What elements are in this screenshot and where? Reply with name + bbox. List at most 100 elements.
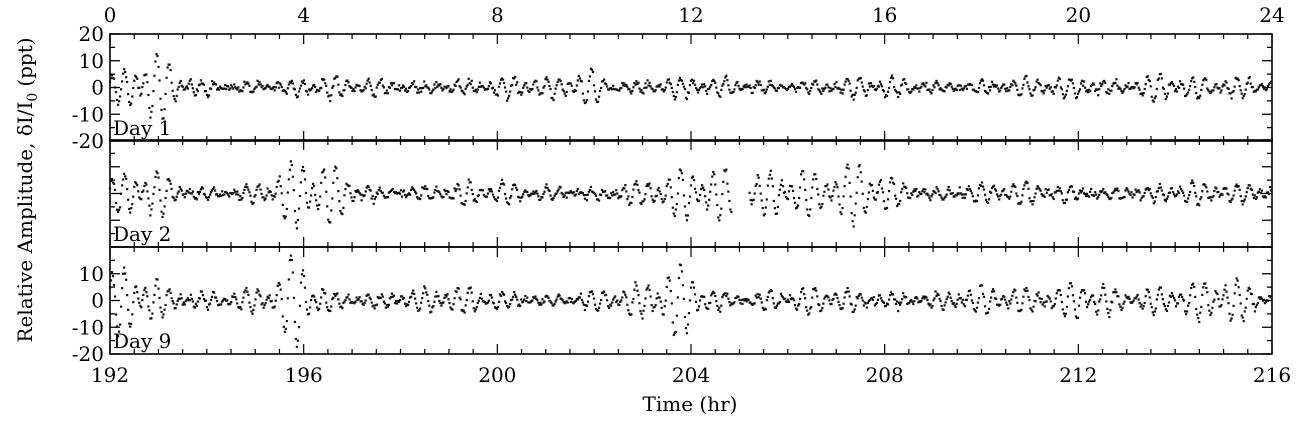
data-point <box>525 300 528 303</box>
data-point <box>352 88 355 91</box>
data-point <box>248 191 251 194</box>
data-point <box>416 306 419 309</box>
data-point <box>898 91 901 94</box>
data-point <box>285 92 288 95</box>
data-point <box>1038 188 1041 191</box>
data-point <box>1137 86 1140 89</box>
data-point <box>606 85 609 88</box>
data-point <box>300 273 304 276</box>
data-point <box>1165 197 1169 200</box>
data-point <box>143 288 146 292</box>
data-point <box>1262 87 1266 90</box>
data-point <box>864 302 867 305</box>
data-point <box>258 293 261 296</box>
data-point <box>780 179 784 182</box>
data-point <box>677 276 680 280</box>
data-point <box>607 305 610 308</box>
data-point <box>274 192 277 195</box>
data-point <box>252 201 255 205</box>
data-point <box>759 297 762 300</box>
data-point <box>743 299 746 302</box>
data-point <box>389 295 392 299</box>
data-point <box>1255 303 1258 307</box>
data-point <box>216 299 219 303</box>
data-point <box>157 176 160 179</box>
data-point <box>1163 198 1166 201</box>
data-point <box>146 190 149 193</box>
data-point <box>1088 88 1091 91</box>
data-point <box>1197 95 1200 99</box>
data-point <box>921 190 924 193</box>
data-point <box>1164 200 1167 203</box>
data-point <box>876 191 880 194</box>
data-point <box>586 193 590 196</box>
data-point <box>305 308 309 311</box>
data-point <box>999 303 1002 306</box>
data-point <box>854 202 857 205</box>
data-point <box>844 175 847 178</box>
data-point <box>156 172 159 175</box>
data-point <box>234 86 237 89</box>
data-point <box>1094 191 1097 194</box>
data-point <box>518 303 521 306</box>
data-point <box>552 196 555 200</box>
data-point <box>929 303 932 306</box>
data-point <box>177 190 180 193</box>
data-point <box>140 198 143 201</box>
data-point <box>682 297 686 301</box>
data-point <box>162 117 165 120</box>
data-point <box>455 290 458 293</box>
data-point <box>334 165 337 168</box>
data-point <box>807 313 810 316</box>
data-point <box>970 83 973 87</box>
data-point <box>443 188 446 192</box>
data-point <box>334 294 337 297</box>
data-point <box>1113 189 1116 193</box>
data-point <box>727 297 730 300</box>
data-point <box>847 79 850 82</box>
data-point <box>135 75 138 79</box>
data-point <box>1129 87 1132 91</box>
data-point <box>931 193 934 196</box>
data-point <box>628 312 631 315</box>
data-point <box>1089 190 1092 193</box>
data-point <box>705 201 708 204</box>
data-point <box>233 188 236 191</box>
data-point <box>551 96 554 100</box>
data-point <box>120 88 123 91</box>
data-point <box>276 284 279 287</box>
data-point <box>843 185 846 188</box>
data-point <box>452 303 455 306</box>
data-point <box>992 83 995 86</box>
data-point <box>433 300 436 303</box>
data-point <box>706 208 709 211</box>
data-point <box>178 185 181 189</box>
data-point <box>850 303 853 306</box>
data-point <box>1229 200 1232 204</box>
data-point <box>809 89 812 92</box>
data-point <box>1159 72 1162 76</box>
data-point <box>859 76 862 80</box>
y-tick-label: -10 <box>72 315 104 339</box>
data-point <box>1268 185 1272 189</box>
data-point <box>232 191 235 195</box>
data-point <box>506 304 509 308</box>
data-point <box>706 92 709 95</box>
data-point <box>874 88 878 92</box>
data-point <box>585 304 589 307</box>
data-point <box>410 295 413 298</box>
data-point <box>237 86 240 89</box>
data-point <box>482 193 485 196</box>
data-point <box>280 298 283 301</box>
data-point <box>856 176 859 179</box>
data-point <box>1079 291 1083 294</box>
data-point <box>340 93 343 96</box>
data-point <box>864 211 867 214</box>
data-point <box>1076 316 1080 319</box>
data-point <box>664 299 667 302</box>
data-point <box>891 181 895 184</box>
data-point <box>645 86 648 89</box>
data-point <box>744 297 747 301</box>
data-point <box>400 86 404 89</box>
data-point <box>717 308 720 312</box>
